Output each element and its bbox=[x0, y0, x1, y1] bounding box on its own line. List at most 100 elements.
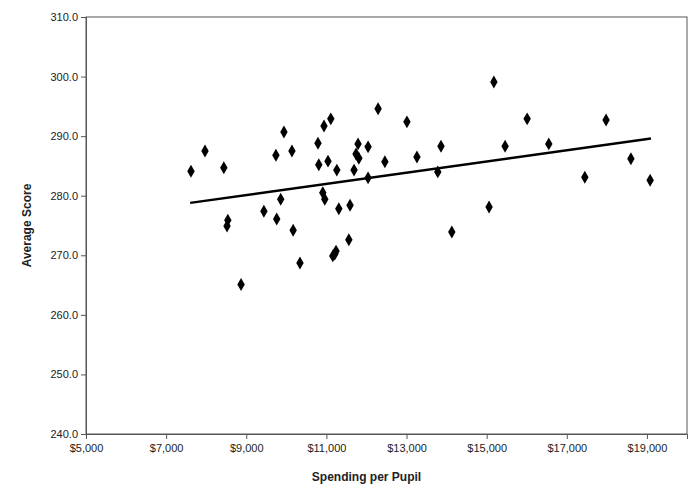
y-tick: 310.0 bbox=[50, 11, 86, 23]
y-tick-label: 240.0 bbox=[50, 428, 78, 440]
point bbox=[315, 158, 322, 171]
point bbox=[437, 140, 444, 153]
x-tick-label: $7,000 bbox=[150, 442, 184, 454]
x-axis-title: Spending per Pupil bbox=[312, 470, 421, 484]
y-tick-mark bbox=[81, 374, 86, 375]
point bbox=[220, 161, 227, 174]
y-tick: 300.0 bbox=[50, 71, 86, 83]
y-tick-mark bbox=[81, 77, 86, 78]
point bbox=[327, 112, 334, 125]
x-tick-label: $19,000 bbox=[628, 442, 668, 454]
y-tick-mark bbox=[81, 196, 86, 197]
plot-frame bbox=[86, 17, 687, 434]
x-tick: $15,000 bbox=[467, 434, 507, 454]
point bbox=[350, 164, 357, 177]
x-tick-mark bbox=[326, 434, 327, 439]
y-tick: 280.0 bbox=[50, 190, 86, 202]
point bbox=[320, 120, 327, 133]
point bbox=[485, 201, 492, 214]
x-axis-line bbox=[87, 435, 688, 440]
y-tick-mark bbox=[81, 17, 86, 18]
point bbox=[581, 171, 588, 184]
point bbox=[321, 193, 328, 206]
point bbox=[413, 151, 420, 164]
x-tick-label: $11,000 bbox=[307, 442, 346, 454]
point bbox=[333, 164, 340, 177]
y-axis-line bbox=[81, 18, 87, 435]
x-tick: $7,000 bbox=[150, 434, 184, 454]
point bbox=[324, 155, 331, 168]
y-tick-label: 250.0 bbox=[50, 368, 78, 380]
point bbox=[448, 226, 455, 239]
x-tick-mark bbox=[487, 434, 488, 439]
x-tick: $9,000 bbox=[230, 434, 264, 454]
x-axis: $5,000 $7,000 $9,000 $11,000 $13,000 $15,000 $… bbox=[70, 434, 688, 454]
point bbox=[332, 245, 339, 258]
point bbox=[354, 137, 361, 150]
y-tick-label: 300.0 bbox=[50, 71, 78, 83]
y-tick: 240.0 bbox=[50, 428, 86, 440]
y-tick-mark bbox=[81, 315, 86, 316]
point bbox=[288, 145, 295, 158]
x-tick-mark bbox=[567, 434, 568, 439]
point bbox=[602, 114, 609, 127]
point bbox=[201, 145, 208, 158]
y-tick-mark bbox=[81, 136, 86, 137]
y-tick-label: 260.0 bbox=[50, 309, 78, 321]
point bbox=[223, 220, 230, 233]
point bbox=[403, 115, 410, 128]
point bbox=[237, 278, 244, 291]
x-tick-label: $13,000 bbox=[387, 442, 427, 454]
x-tick: $11,000 bbox=[307, 434, 346, 454]
point bbox=[381, 155, 388, 168]
point bbox=[277, 193, 284, 206]
y-tick-label: 270.0 bbox=[50, 249, 78, 261]
y-tick-label: 310.0 bbox=[50, 11, 78, 23]
point bbox=[490, 75, 497, 88]
y-axis: 240.0 250.0 260.0 270.0 280.0 290.0 300.0 310.0 bbox=[50, 11, 86, 440]
x-tick-label: $5,000 bbox=[70, 442, 104, 454]
y-tick: 260.0 bbox=[50, 309, 86, 321]
point bbox=[364, 140, 371, 153]
point bbox=[355, 152, 362, 165]
y-tick-mark bbox=[81, 434, 86, 435]
point bbox=[280, 126, 287, 139]
y-tick: 270.0 bbox=[50, 249, 86, 261]
x-tick-mark bbox=[407, 434, 408, 439]
point bbox=[314, 137, 321, 150]
point bbox=[272, 149, 279, 162]
point bbox=[627, 152, 634, 165]
point bbox=[187, 165, 194, 178]
x-tick: $19,000 bbox=[628, 434, 668, 454]
point bbox=[523, 112, 530, 125]
point bbox=[260, 205, 267, 218]
x-tick: $17,000 bbox=[547, 434, 587, 454]
point bbox=[374, 102, 381, 115]
point bbox=[545, 137, 552, 150]
point bbox=[273, 213, 280, 226]
x-tick: $13,000 bbox=[387, 434, 427, 454]
x-tick-mark bbox=[647, 434, 648, 439]
y-tick: 290.0 bbox=[50, 130, 86, 142]
point bbox=[296, 257, 303, 270]
x-tick-label: $9,000 bbox=[230, 442, 264, 454]
point bbox=[289, 224, 296, 237]
point bbox=[335, 202, 342, 215]
x-tick-mark bbox=[166, 434, 167, 439]
y-tick-mark bbox=[81, 255, 86, 256]
y-tick-label: 290.0 bbox=[50, 130, 78, 142]
y-tick-label: 280.0 bbox=[50, 190, 78, 202]
marks bbox=[187, 75, 654, 290]
chart: $5,000 $7,000 $9,000 $11,000 $13,000 $15,000 $… bbox=[0, 0, 700, 501]
point bbox=[646, 174, 653, 187]
point bbox=[346, 199, 353, 212]
point bbox=[345, 233, 352, 246]
y-tick: 250.0 bbox=[50, 368, 86, 380]
plot: $5,000 $7,000 $9,000 $11,000 $13,000 $15,000 $… bbox=[50, 11, 687, 454]
point bbox=[501, 140, 508, 153]
x-tick-label: $17,000 bbox=[547, 442, 587, 454]
x-tick-mark bbox=[246, 434, 247, 439]
fit-line bbox=[190, 139, 651, 203]
x-tick-label: $15,000 bbox=[467, 442, 507, 454]
y-axis-title: Average Score bbox=[20, 183, 34, 267]
